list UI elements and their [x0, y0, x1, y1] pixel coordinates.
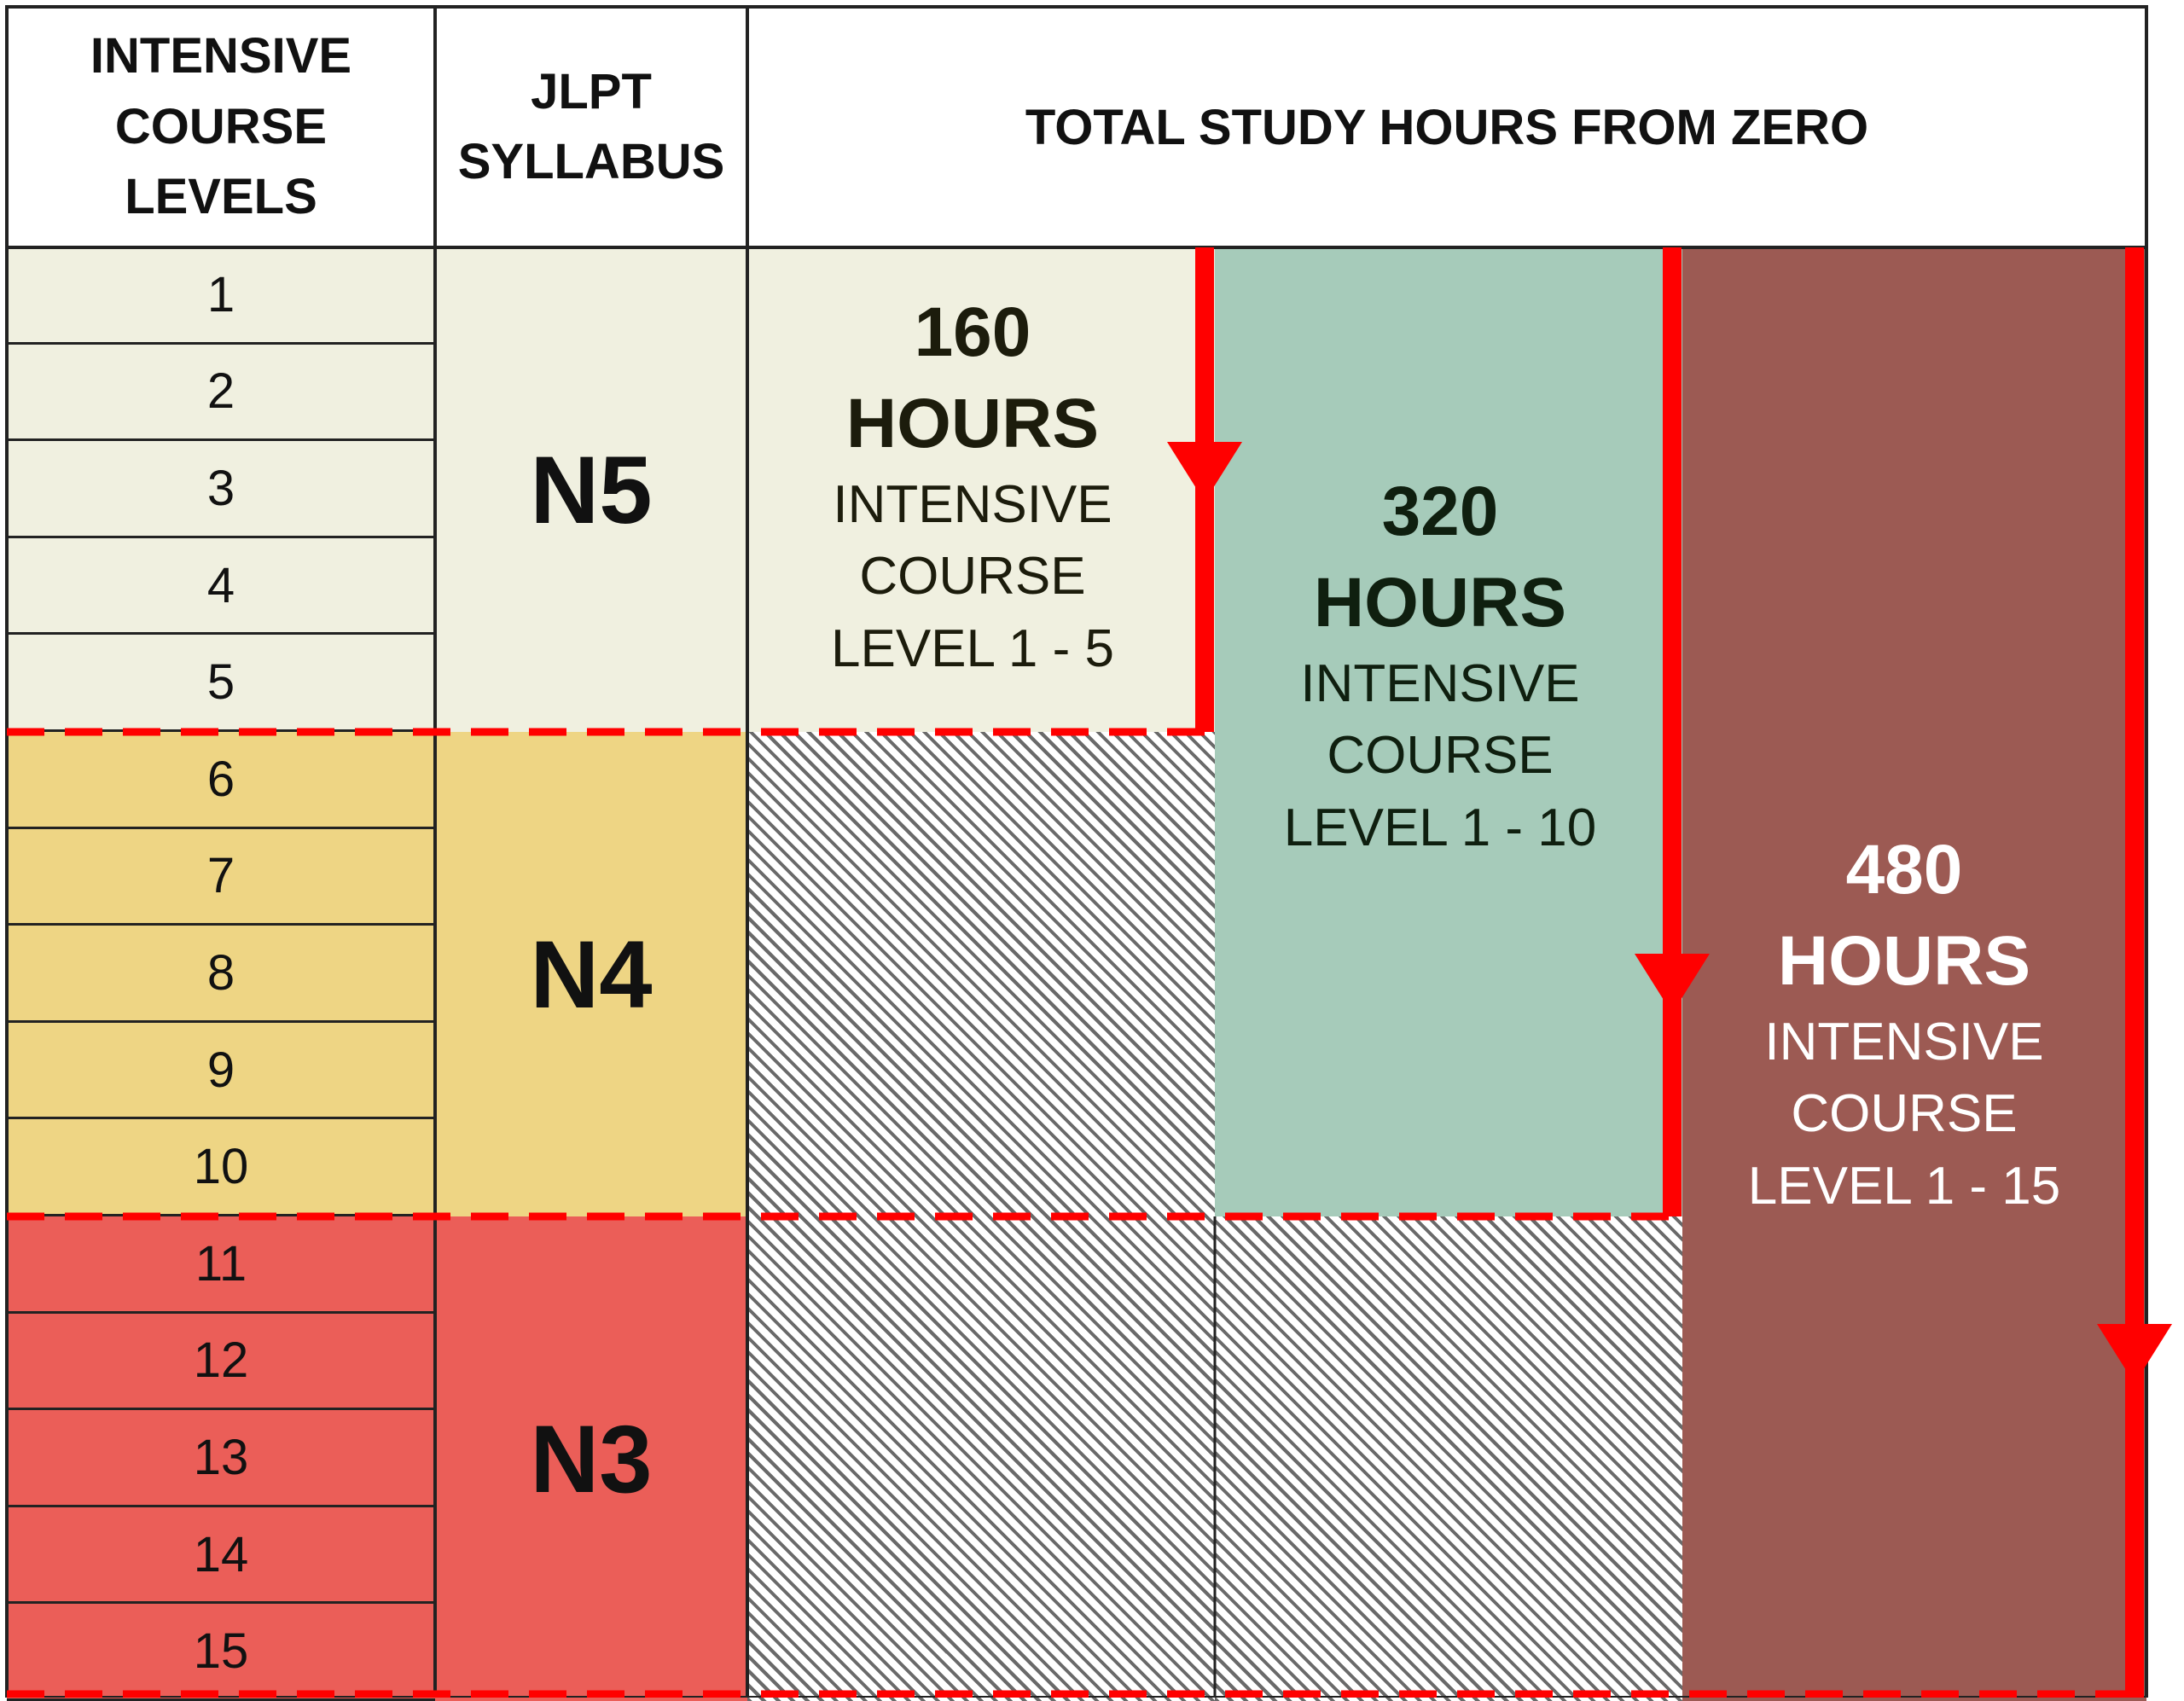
level-row-13: 13 [7, 1410, 435, 1507]
level-row-7: 7 [7, 829, 435, 926]
outer-border [5, 5, 2148, 1698]
hatch-area-2 [1215, 1216, 1682, 1701]
block-160-line-3: LEVEL 1 - 5 [830, 618, 1114, 678]
block-160-hours: 160 [914, 293, 1031, 371]
header-course-levels: INTENSIVE COURSE LEVELS [7, 7, 435, 247]
header-course-levels-line-1: INTENSIVE [90, 28, 352, 84]
arrow-480-head [2097, 1324, 2172, 1384]
header-total-study-hours: TOTAL STUDY HOURS FROM ZERO [1025, 99, 1869, 155]
block-160-line-2: COURSE [859, 547, 1086, 607]
block-480-line-3: LEVEL 1 - 15 [1747, 1156, 2061, 1216]
block-480-unit: HOURS [1777, 921, 2031, 1000]
header-course-levels-line-3: LEVELS [125, 169, 317, 225]
block-480-text: 480 HOURS INTENSIVE COURSE LEVEL 1 - 15 [1682, 810, 2126, 1237]
block-320-line-1: INTENSIVE [1300, 654, 1580, 714]
block-320-hours: 320 [1381, 472, 1499, 550]
block-320-line-3: LEVEL 1 - 10 [1283, 798, 1597, 857]
syllabus-n5: N5 [435, 247, 747, 732]
syllabus-n4: N4 [435, 732, 747, 1216]
level-row-5: 5 [7, 635, 435, 732]
levels-n3-background [7, 1216, 435, 1701]
block-160-line-1: INTENSIVE [833, 475, 1112, 535]
header-jlpt-syllabus-line-1: JLPT [531, 63, 652, 119]
arrow-320-head [1635, 954, 1710, 1013]
level-row-1: 1 [7, 247, 435, 345]
block-480-line-1: INTENSIVE [1764, 1013, 2044, 1072]
syllabus-n3: N3 [435, 1216, 747, 1701]
level-row-8: 8 [7, 926, 435, 1023]
header-course-levels-line-2: COURSE [114, 98, 328, 154]
block-160-unit: HOURS [845, 384, 1100, 462]
block-480-line-2: COURSE [1791, 1084, 2018, 1144]
level-row-6: 6 [7, 732, 435, 829]
block-480-hours: 480 [1845, 830, 1963, 909]
block-160-text: 160 HOURS INTENSIVE COURSE LEVEL 1 - 5 [747, 273, 1198, 700]
level-row-4: 4 [7, 538, 435, 636]
level-row-9: 9 [7, 1023, 435, 1120]
block-320-line-2: COURSE [1327, 726, 1554, 786]
levels-n4-background [7, 732, 435, 1216]
arrow-160-head [1167, 442, 1242, 502]
level-row-2: 2 [7, 345, 435, 442]
level-row-11: 11 [7, 1216, 435, 1314]
block-320-background [1215, 247, 1682, 1216]
level-row-3: 3 [7, 441, 435, 538]
header-jlpt-syllabus-line-2: SYLLABUS [457, 134, 725, 189]
levels-n5-background [7, 247, 435, 732]
block-480-background [1682, 247, 2146, 1701]
level-row-10: 10 [7, 1119, 435, 1216]
header-jlpt-syllabus: JLPT SYLLABUS [435, 7, 747, 247]
block-320-unit: HOURS [1313, 563, 1567, 642]
level-row-12: 12 [7, 1314, 435, 1411]
level-row-14: 14 [7, 1507, 435, 1605]
block-320-text: 320 HOURS INTENSIVE COURSE LEVEL 1 - 10 [1215, 452, 1665, 879]
block-160-background [747, 247, 1215, 732]
